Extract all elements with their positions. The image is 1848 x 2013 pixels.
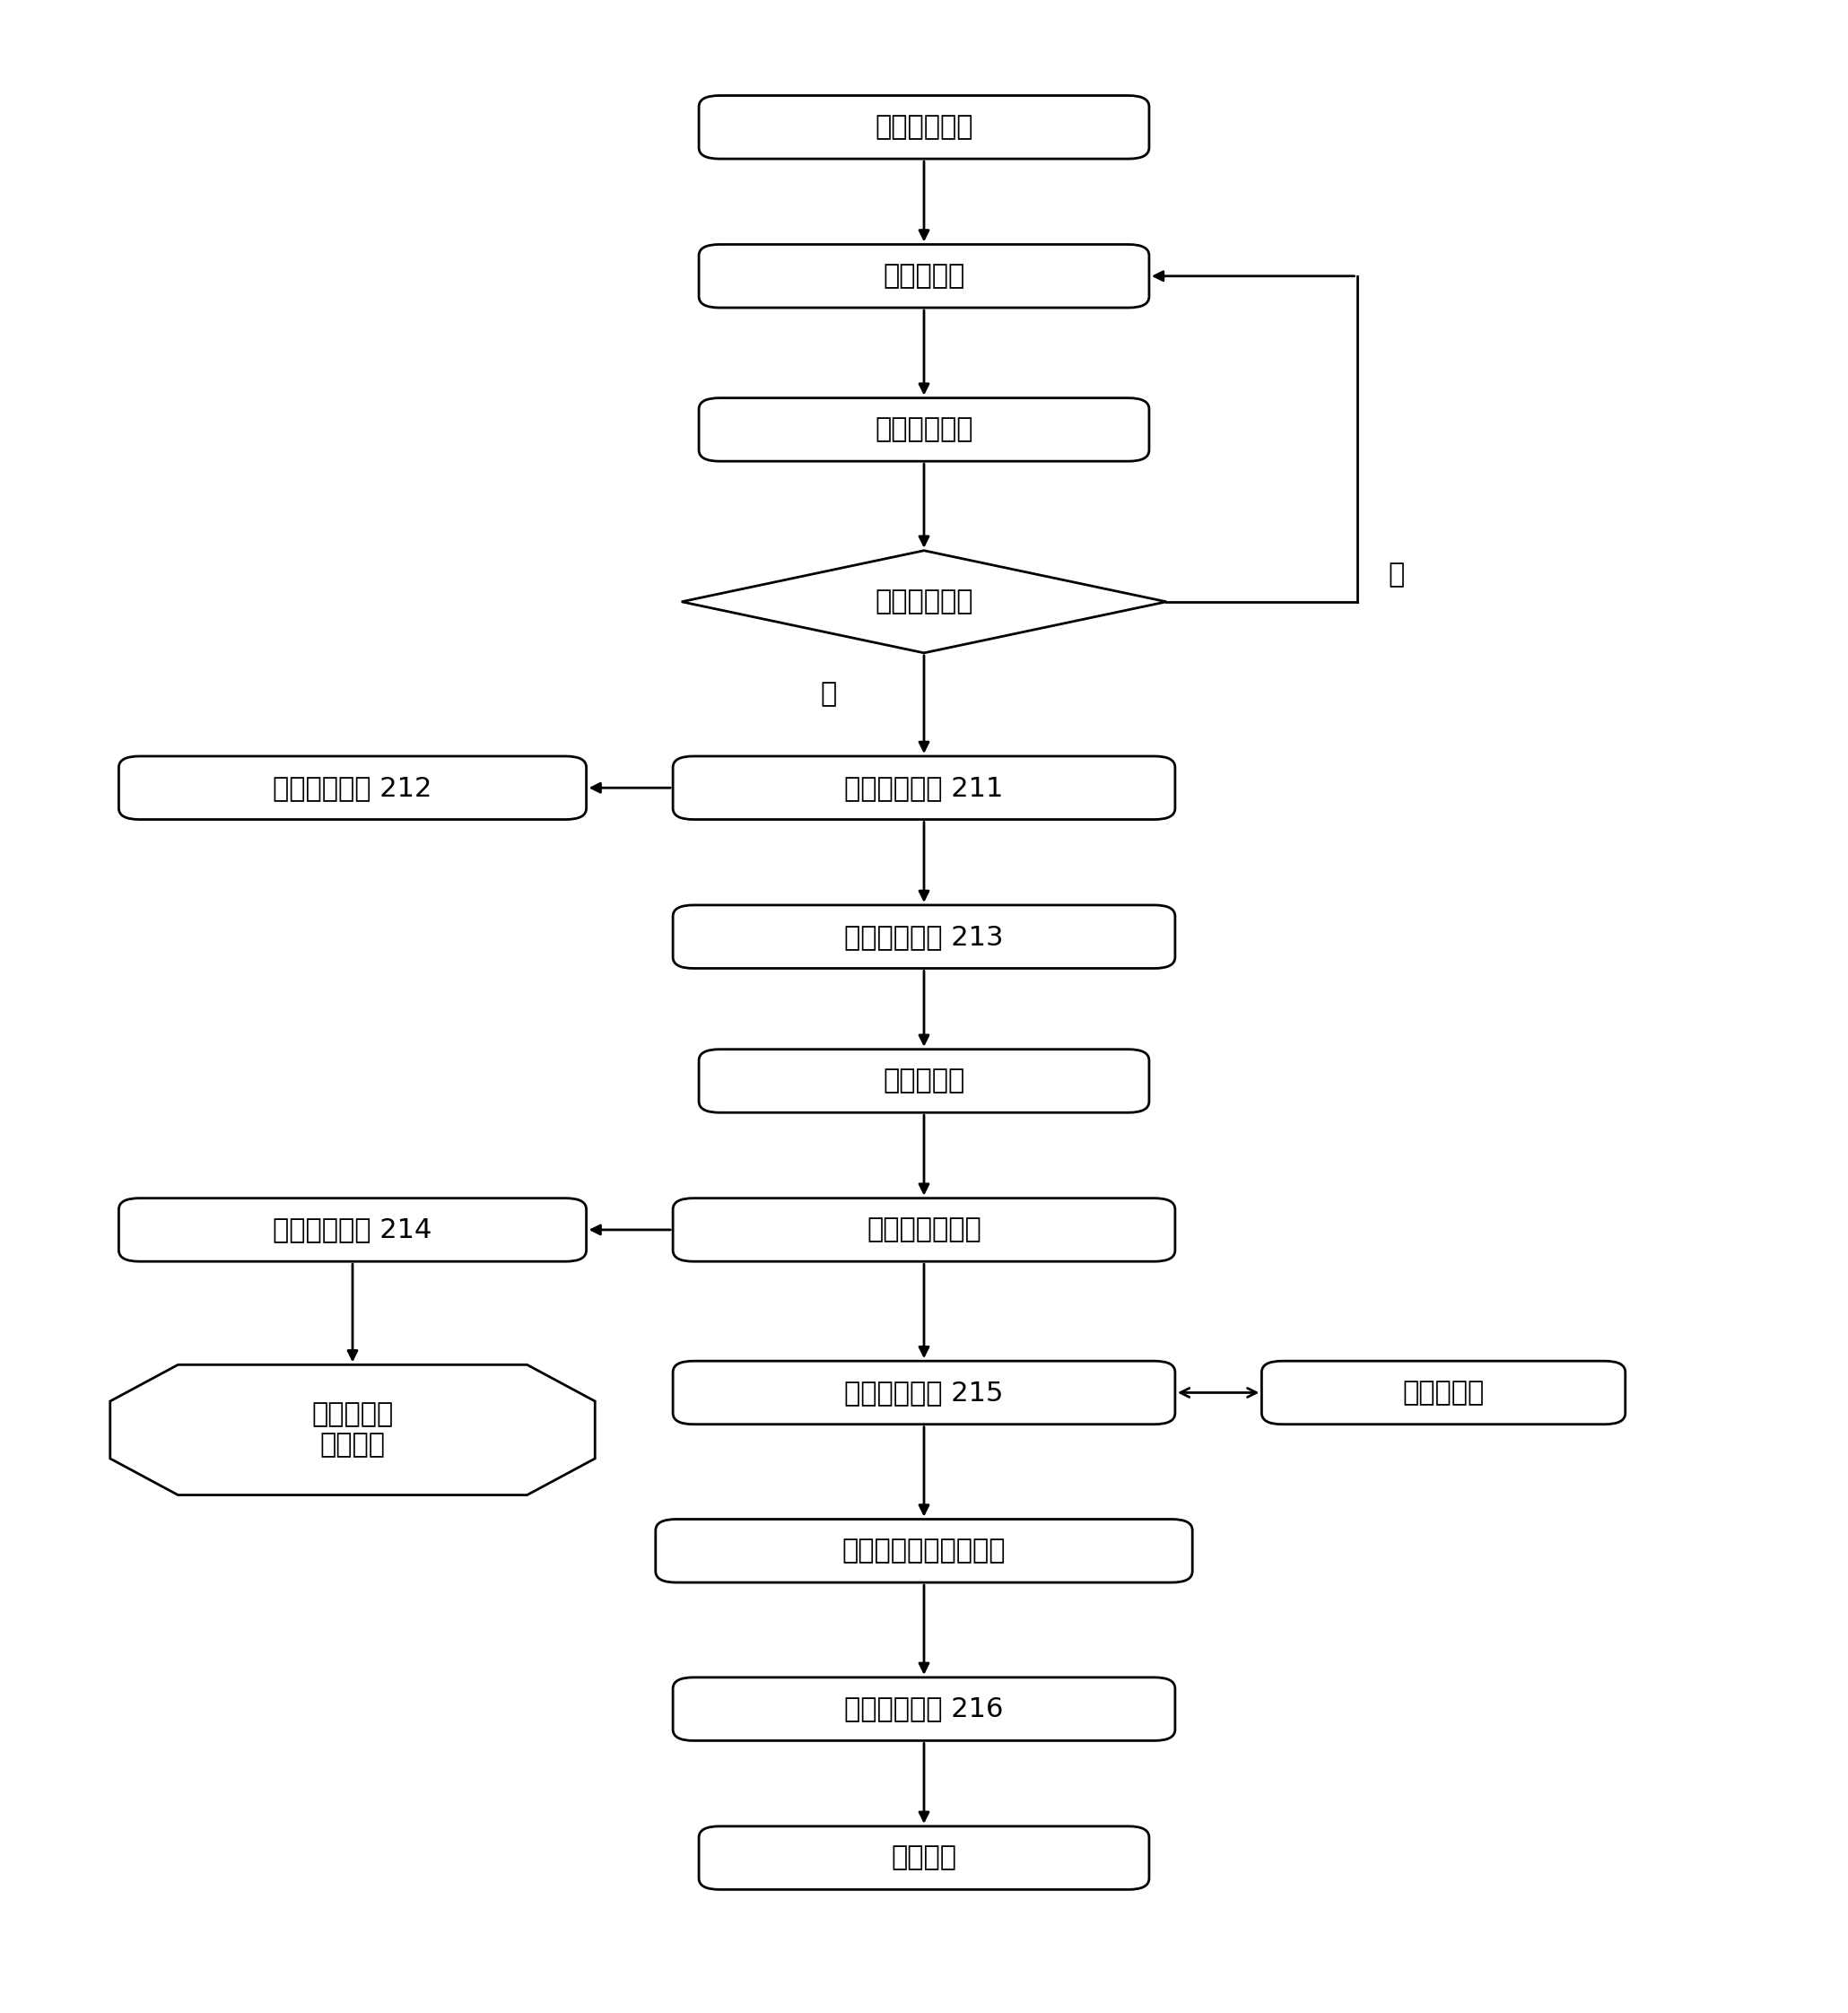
FancyBboxPatch shape [673,906,1175,968]
Text: 报警定级模块 216: 报警定级模块 216 [845,1697,1003,1721]
Text: 异常处理模块 211: 异常处理模块 211 [845,775,1003,801]
FancyBboxPatch shape [1262,1361,1624,1425]
FancyBboxPatch shape [673,1198,1175,1262]
FancyBboxPatch shape [673,757,1175,819]
Text: 否: 否 [1388,562,1404,588]
Text: 是: 是 [821,680,837,707]
FancyBboxPatch shape [699,244,1149,308]
FancyBboxPatch shape [656,1520,1192,1582]
FancyBboxPatch shape [673,1361,1175,1425]
FancyBboxPatch shape [118,757,586,819]
Polygon shape [111,1365,595,1496]
Text: 模式识别模块 215: 模式识别模块 215 [845,1379,1003,1405]
FancyBboxPatch shape [699,1049,1149,1113]
Text: 连续波模式: 连续波模式 [883,264,965,290]
Text: 是否超过阈值: 是否超过阈值 [874,588,974,614]
FancyBboxPatch shape [673,1677,1175,1741]
Text: 异常定位模块 213: 异常定位模块 213 [845,924,1003,950]
Text: 正常工作模式: 正常工作模式 [874,115,974,141]
Text: 事件记录模块 212: 事件记录模块 212 [274,775,432,801]
Text: 快速阈值判别: 快速阈值判别 [874,417,974,443]
FancyBboxPatch shape [699,399,1149,461]
Text: 异常显示模块 214: 异常显示模块 214 [274,1216,432,1242]
FancyBboxPatch shape [699,95,1149,159]
Text: 启动报警: 启动报警 [891,1844,957,1870]
Text: 连续波模式: 连续波模式 [1403,1379,1484,1405]
Text: 区别异常扰动信号类别: 区别异常扰动信号类别 [843,1538,1005,1564]
Text: 结果显示在
对应地图: 结果显示在 对应地图 [312,1401,394,1457]
Text: 脉冲波模式: 脉冲波模式 [883,1069,965,1093]
FancyBboxPatch shape [699,1826,1149,1890]
Text: 获取扰动点位置: 获取扰动点位置 [867,1216,981,1242]
FancyBboxPatch shape [118,1198,586,1262]
Polygon shape [682,552,1166,652]
